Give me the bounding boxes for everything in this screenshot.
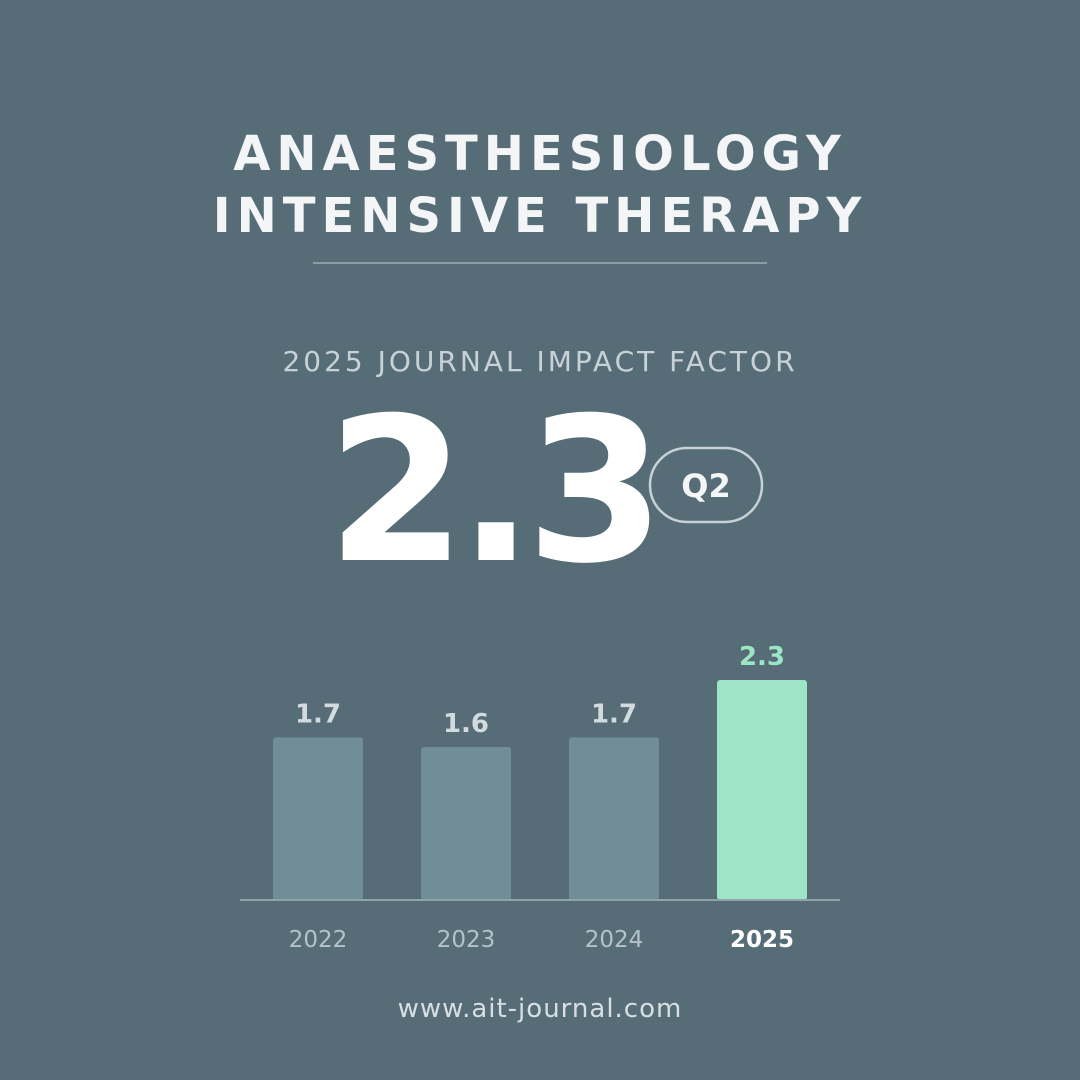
- url: www.ait-journal.com: [398, 994, 683, 1024]
- subtitle: 2025 JOURNAL IMPACT FACTOR: [282, 345, 797, 378]
- value-label: 1.7: [591, 699, 637, 729]
- x-tick-label: 2023: [437, 927, 496, 953]
- title-line: INTENSIVE THERAPY: [213, 188, 868, 244]
- x-tick-label: 2022: [289, 927, 348, 953]
- value-label: 1.7: [295, 699, 341, 729]
- x-tick-label: 2025: [730, 927, 794, 953]
- headline-value: 2.3: [327, 375, 657, 608]
- value-label: 2.3: [739, 642, 785, 672]
- bar-chart: 1.7 2022 1.6 2023 1.7 2024 2.3 2025: [273, 642, 807, 953]
- bar: [717, 680, 807, 900]
- title-line: ANAESTHESIOLOGY: [233, 126, 847, 182]
- value-label: 1.6: [443, 709, 489, 739]
- badge-outline: [648, 446, 764, 524]
- bar: [569, 737, 659, 900]
- x-tick-label: 2024: [585, 927, 644, 953]
- bar: [273, 737, 363, 900]
- bar: [421, 746, 511, 900]
- badge: Q2: [681, 467, 730, 505]
